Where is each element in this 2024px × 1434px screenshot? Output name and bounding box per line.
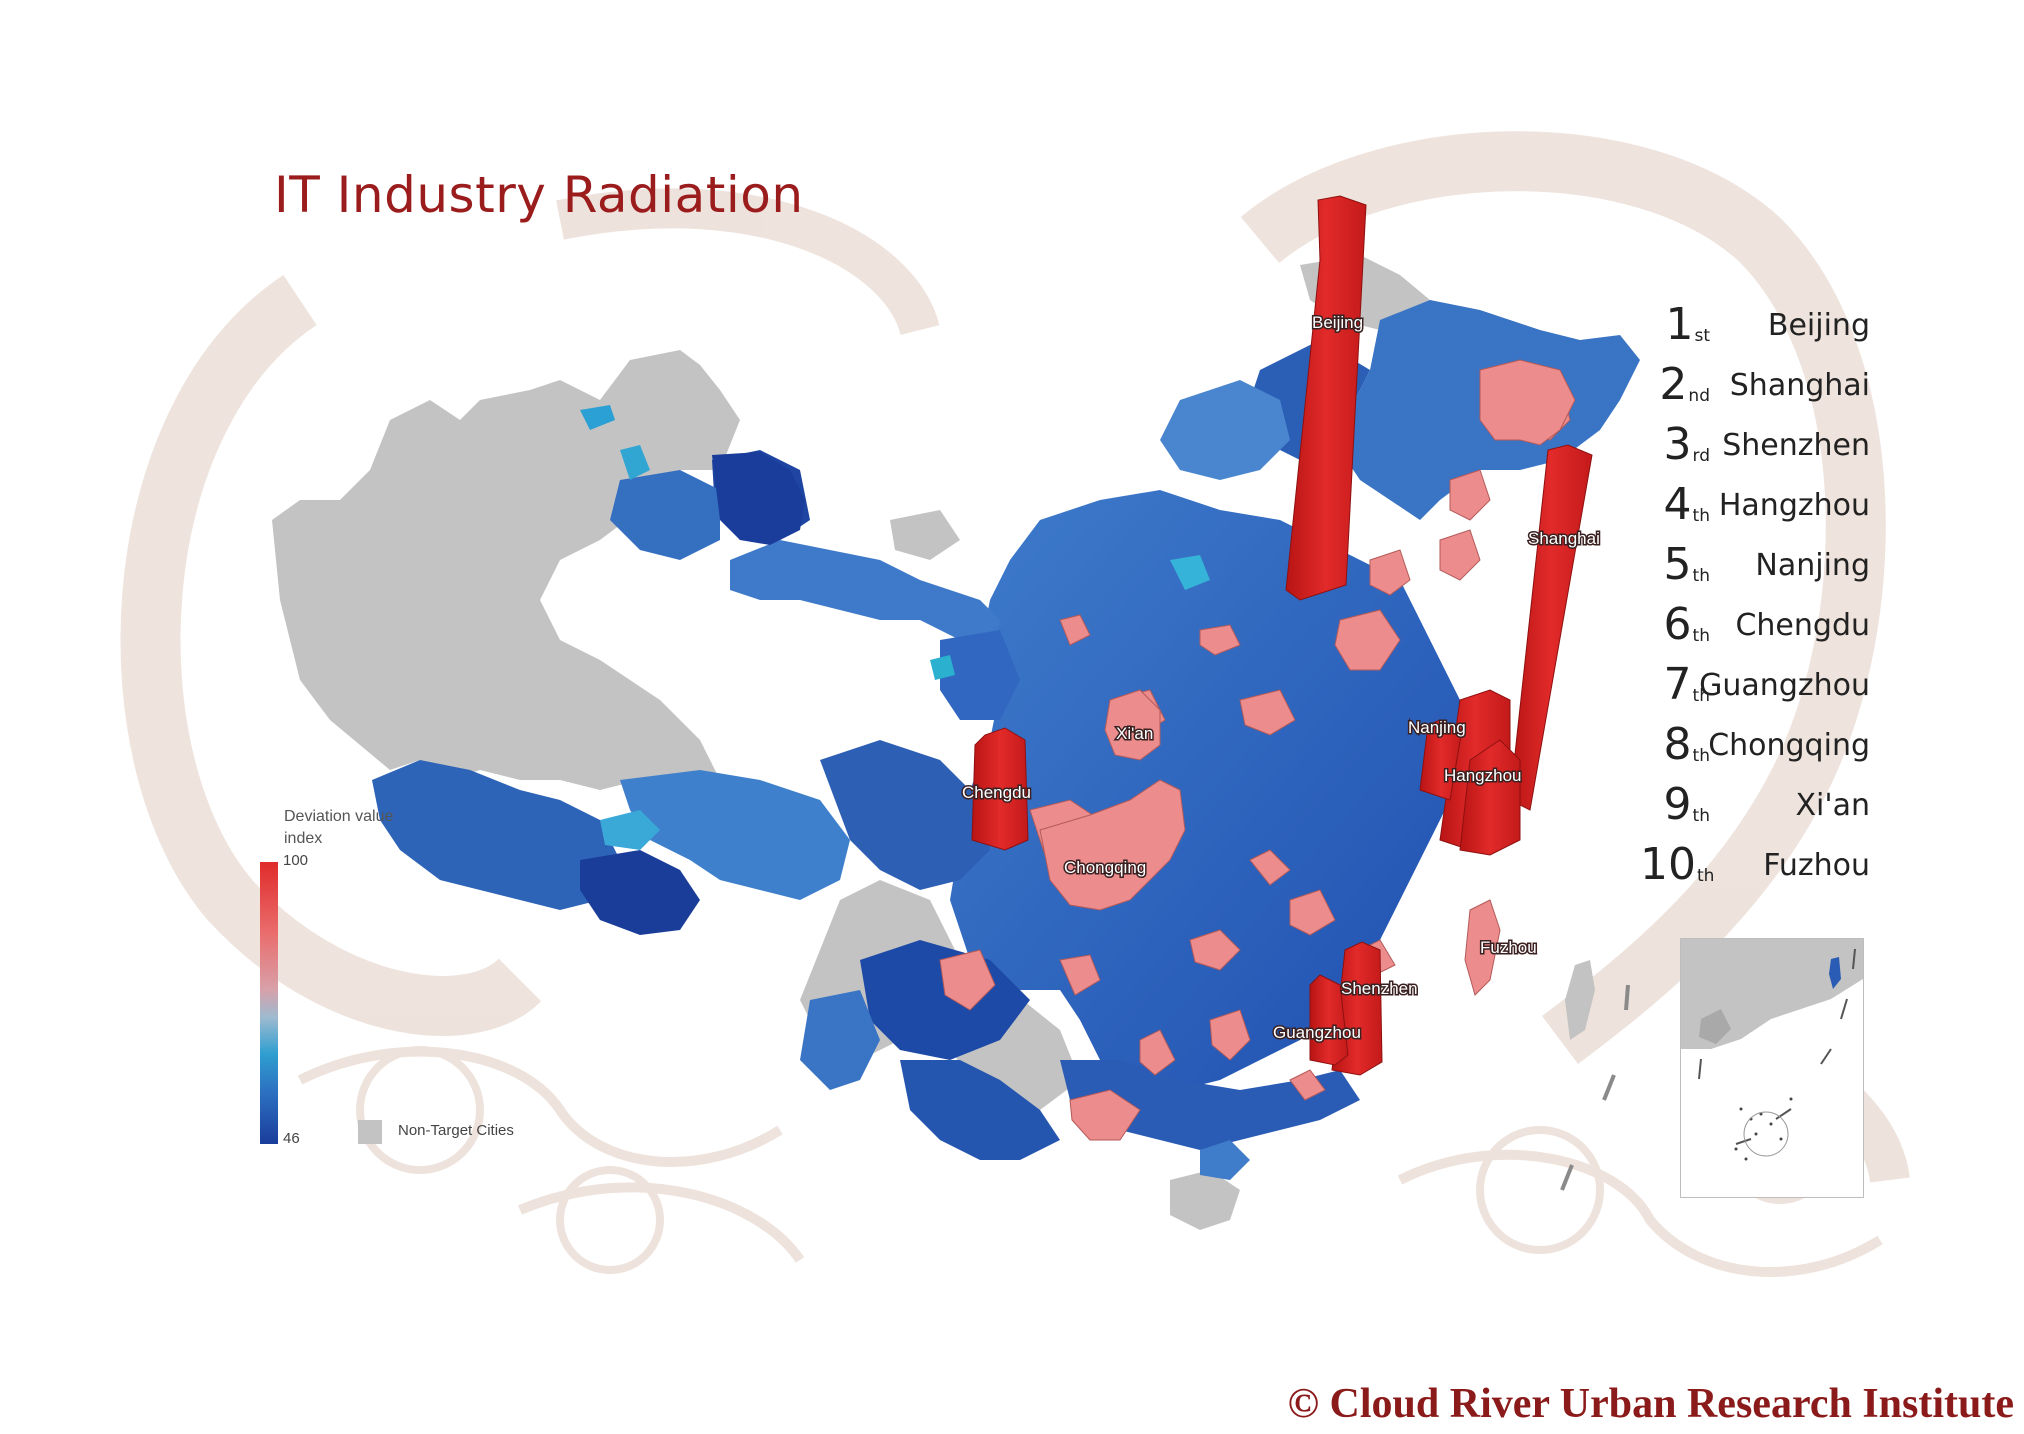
rank-ordinal: 2 (1659, 359, 1688, 410)
rank-ordinal: 8 (1663, 719, 1692, 770)
rank-city-name: Chengdu (1735, 608, 1870, 643)
legend-title: Deviation value index (284, 808, 394, 847)
rank-city-name: Shenzhen (1722, 428, 1870, 463)
rank-number: 5th (1640, 540, 1710, 601)
ranking-row: 7th Guangzhou (1640, 658, 1870, 718)
rank-city-name: Beijing (1767, 308, 1870, 343)
rank-city-name: Fuzhou (1763, 848, 1870, 883)
bar-shanghai (1509, 444, 1593, 811)
bar-hangzhou-2 (1459, 739, 1521, 856)
map-label-nanjing: Nanjing (1408, 718, 1466, 737)
ranking-row: 3rd Shenzhen (1640, 418, 1870, 478)
rank-ordinal: 6 (1663, 599, 1692, 650)
map-label-guangzhou: Guangzhou (1273, 1023, 1361, 1042)
non-target-label: Non-Target Cities (398, 1122, 514, 1139)
copyright-notice: © Cloud River Urban Research Institute (1287, 1381, 2014, 1427)
legend-max-value: 100 (283, 852, 309, 869)
bar-chengdu (971, 727, 1029, 851)
rank-ordinal: 3 (1663, 419, 1692, 470)
ranking-list: 1st Beijing 2nd Shanghai 3rd Shenzhen 4th Hangz… (1640, 298, 1870, 898)
rank-city-name: Chongqing (1708, 728, 1870, 763)
rank-number: 9th (1640, 780, 1710, 841)
bar-guangzhou (1309, 974, 1349, 1066)
rank-ordinal: 1 (1665, 299, 1694, 350)
map-label-fuzhou: Fuzhou (1480, 938, 1537, 957)
rank-number: 2nd (1640, 360, 1710, 421)
ranking-row: 10th Fuzhou (1640, 838, 1870, 898)
rank-suffix: nd (1688, 386, 1710, 406)
bar-nanjing (1419, 719, 1463, 801)
ranking-row: 5th Nanjing (1640, 538, 1870, 598)
bar-beijing (1285, 195, 1367, 601)
ranking-row: 6th Chengdu (1640, 598, 1870, 658)
ranking-row: 9th Xi'an (1640, 778, 1870, 838)
rank-number: 1st (1640, 300, 1710, 361)
map-city-labels: Beijing Shanghai Nanjing Hangzhou Xi'an … (961, 312, 1602, 1044)
rank-suffix: st (1694, 326, 1710, 346)
rank-suffix: th (1692, 506, 1710, 526)
south-china-sea-inset (1680, 938, 1864, 1198)
rank-number: 8th (1640, 720, 1710, 781)
ranking-row: 2nd Shanghai (1640, 358, 1870, 418)
rank-suffix: th (1692, 806, 1710, 826)
rank-city-name: Xi'an (1795, 788, 1870, 823)
rank-city-name: Shanghai (1729, 368, 1870, 403)
rank-suffix: th (1697, 866, 1715, 886)
map-title: IT Industry Radiation (274, 166, 804, 224)
map-label-shanghai: Shanghai (1528, 529, 1600, 548)
rank-number: 6th (1640, 600, 1710, 661)
rank-ordinal: 10 (1640, 839, 1696, 890)
rank-ordinal: 7 (1663, 659, 1692, 710)
rank-number: 7th (1640, 660, 1710, 721)
rank-ordinal: 9 (1663, 779, 1692, 830)
rank-number: 4th (1640, 480, 1710, 541)
map-label-beijing: Beijing (1312, 313, 1363, 332)
map-label-shenzhen: Shenzhen (1341, 979, 1418, 998)
rank-suffix: rd (1692, 446, 1710, 466)
rank-ordinal: 4 (1663, 479, 1692, 530)
nine-dash-line (1560, 984, 1630, 1191)
rank-ordinal: 5 (1663, 539, 1692, 590)
red-city-bars (971, 195, 1593, 1076)
legend-color-scale (260, 862, 278, 1144)
rank-suffix: th (1692, 746, 1710, 766)
map-label-hangzhou: Hangzhou (1444, 766, 1522, 785)
legend-min-value: 46 (283, 1130, 300, 1147)
map-label-chongqing: Chongqing (1064, 858, 1146, 877)
map-label-xian: Xi'an (1116, 724, 1153, 743)
rank-suffix: th (1692, 626, 1710, 646)
rank-city-name: Guangzhou (1699, 668, 1870, 703)
non-target-swatch (358, 1120, 382, 1144)
inset-map-svg (1681, 939, 1863, 1161)
ranking-row: 1st Beijing (1640, 298, 1870, 358)
ranking-row: 4th Hangzhou (1640, 478, 1870, 538)
rank-suffix: th (1692, 686, 1710, 706)
rank-city-name: Nanjing (1755, 548, 1870, 583)
map-label-chengdu: Chengdu (962, 783, 1031, 802)
rank-city-name: Hangzhou (1718, 488, 1870, 523)
rank-number: 3rd (1640, 420, 1710, 481)
rank-number: 10th (1640, 839, 1714, 901)
ranking-row: 8th Chongqing (1640, 718, 1870, 778)
pink-city-blocks (939, 359, 1576, 1141)
rank-suffix: th (1692, 566, 1710, 586)
